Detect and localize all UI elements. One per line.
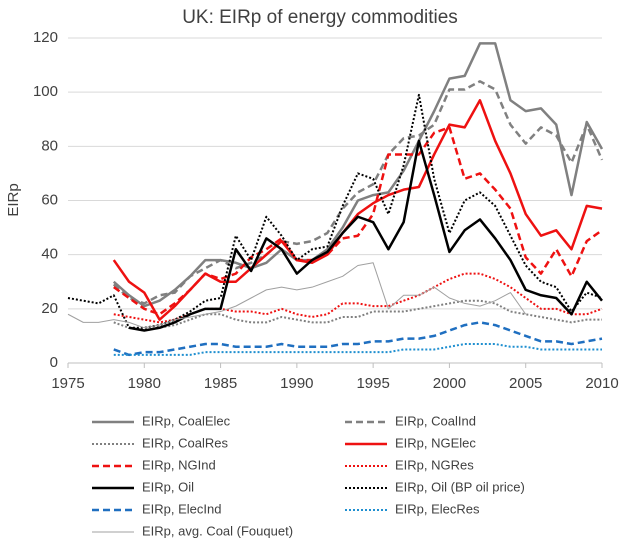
x-tick-label: 1995 bbox=[356, 375, 389, 392]
series-line bbox=[67, 262, 527, 329]
series-line bbox=[112, 99, 603, 321]
series-line bbox=[113, 126, 603, 316]
legend-label: EIRp, Oil bbox=[142, 479, 194, 494]
y-tick-label: 120 bbox=[33, 29, 58, 46]
legend-label: EIRp, NGElec bbox=[395, 435, 476, 450]
y-tick-label: 20 bbox=[41, 300, 58, 317]
legend-label: EIRp, CoalElec bbox=[142, 413, 231, 428]
legend-label: EIRp, CoalRes bbox=[142, 435, 228, 450]
x-tick-label: 1975 bbox=[51, 375, 84, 392]
x-tick-label: 1980 bbox=[128, 375, 161, 392]
legend-label: EIRp, Oil (BP oil price) bbox=[395, 479, 525, 494]
legend-label: EIRp, ElecInd bbox=[142, 501, 222, 516]
y-tick-label: 40 bbox=[41, 246, 58, 263]
legend-label: EIRp, NGRes bbox=[395, 457, 474, 472]
y-tick-label: 60 bbox=[41, 191, 58, 208]
x-tick-label: 1985 bbox=[204, 375, 237, 392]
series-line bbox=[67, 93, 603, 329]
legend-label: EIRp, NGInd bbox=[142, 457, 216, 472]
x-tick-label: 2010 bbox=[585, 375, 618, 392]
y-tick-label: 0 bbox=[50, 354, 58, 371]
series-line bbox=[112, 42, 604, 308]
x-tick-label: 1990 bbox=[280, 375, 313, 392]
chart-title: UK: EIRp of energy commodities bbox=[182, 7, 458, 28]
y-tick-label: 100 bbox=[33, 83, 58, 100]
legend-label: EIRp, ElecRes bbox=[395, 501, 480, 516]
y-axis-label: EIRp bbox=[5, 183, 22, 216]
legend-label: EIRp, CoalInd bbox=[395, 413, 476, 428]
series-line bbox=[113, 321, 603, 357]
legend-label: EIRp, avg. Coal (Fouquet) bbox=[142, 523, 293, 538]
x-tick-label: 2005 bbox=[509, 375, 542, 392]
series-line bbox=[128, 139, 603, 332]
x-tick-label: 2000 bbox=[433, 375, 466, 392]
series-line bbox=[113, 299, 602, 332]
y-tick-label: 80 bbox=[41, 137, 58, 154]
series-line bbox=[113, 343, 602, 356]
series-line bbox=[113, 272, 603, 324]
